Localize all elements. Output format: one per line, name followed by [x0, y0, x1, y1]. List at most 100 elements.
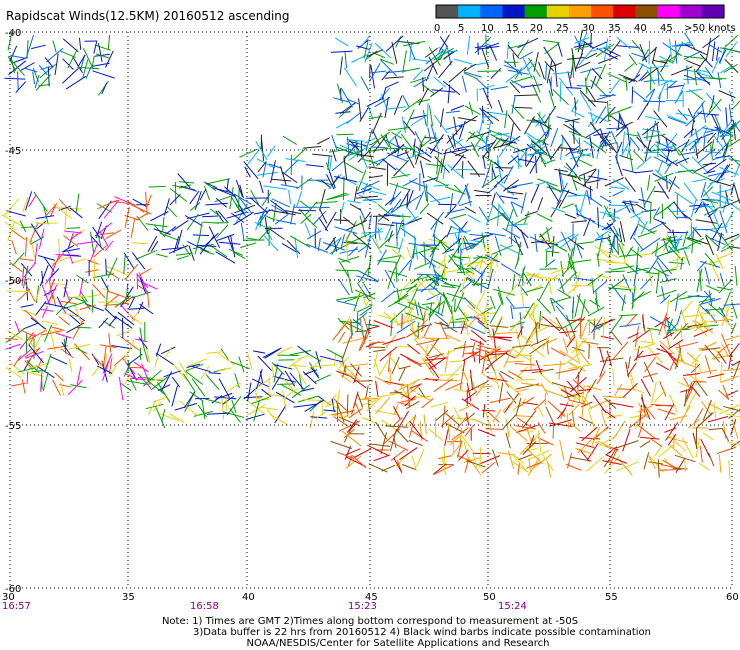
wind-barb [131, 242, 148, 245]
wind-barb [475, 382, 487, 397]
wind-barb [373, 350, 379, 369]
wind-barb [568, 332, 576, 344]
wind-barb [159, 413, 179, 422]
time-label-3: 15:24 [498, 601, 527, 612]
wind-barb [416, 449, 425, 467]
wind-barb [668, 240, 680, 254]
wind-barb [436, 152, 439, 175]
wind-barb [243, 161, 259, 180]
wind-barb [575, 366, 584, 380]
wind-barb [398, 237, 404, 254]
wind-barb [411, 278, 428, 293]
wind-barb [608, 234, 614, 254]
wind-barb [662, 238, 669, 253]
wind-barb [653, 206, 661, 219]
wind-barb [397, 401, 411, 407]
wind-barb [446, 123, 465, 130]
wind-barb [462, 358, 466, 372]
wind-barb [665, 138, 670, 152]
wind-barb [511, 96, 516, 114]
wind-barb [668, 176, 677, 193]
wind-barb [176, 255, 189, 260]
wind-barb [455, 415, 469, 431]
wind-barb [546, 186, 564, 193]
wind-barb [704, 308, 724, 311]
wind-barb [17, 71, 19, 91]
wind-barb [282, 135, 298, 145]
wind-barb [72, 320, 84, 340]
wind-barb [642, 314, 645, 329]
wind-barb [612, 225, 620, 237]
wind-barb [28, 329, 48, 341]
wind-barb [384, 244, 401, 249]
wind-barb [684, 315, 700, 318]
wind-barb [427, 127, 432, 141]
wind-barb [699, 260, 721, 268]
wind-barb [370, 65, 375, 89]
wind-barb [559, 330, 577, 334]
wind-barb [518, 141, 534, 162]
wind-barb [526, 429, 534, 448]
wind-barb [354, 186, 358, 201]
wind-barb [453, 345, 474, 350]
wind-barb [356, 278, 367, 300]
wind-barb [588, 378, 597, 393]
wind-barb [708, 452, 715, 467]
wind-barb [596, 318, 616, 327]
wind-barb [662, 42, 683, 57]
wind-barb [28, 194, 37, 207]
wind-barb [423, 414, 427, 435]
wind-barb [692, 178, 707, 183]
wind-barb [694, 320, 714, 334]
wind-barb [512, 53, 516, 68]
wind-barb [649, 201, 652, 224]
wind-barb [705, 235, 715, 256]
wind-barb [451, 213, 467, 219]
wind-barb [342, 337, 366, 344]
color-bar-swatch [502, 5, 526, 18]
wind-barb [570, 256, 577, 278]
wind-barb [461, 75, 467, 93]
wind-barb [492, 449, 499, 467]
wind-barb [464, 206, 477, 214]
wind-barb [427, 175, 449, 187]
wind-barb [691, 353, 701, 365]
wind-barb [670, 238, 683, 241]
wind-barb [108, 365, 117, 377]
wind-barb [503, 380, 522, 396]
wind-barb [512, 306, 530, 309]
wind-barb [696, 268, 703, 293]
wind-barb [720, 65, 732, 74]
wind-barb [107, 35, 111, 50]
wind-barb [65, 306, 86, 322]
wind-barb [640, 378, 651, 397]
wind-barb [579, 299, 586, 323]
wind-barb [568, 362, 586, 372]
wind-barb [389, 306, 408, 323]
wind-barb [441, 456, 447, 476]
wind-barb [70, 384, 87, 389]
wind-barb [683, 74, 696, 80]
wind-barb [130, 218, 136, 239]
wind-barb [579, 437, 600, 440]
wind-barb [350, 363, 363, 377]
wind-barb [464, 390, 478, 402]
wind-barb [550, 347, 566, 357]
wind-barb [609, 402, 634, 408]
wind-barb [466, 35, 471, 55]
wind-barb [704, 344, 721, 363]
wind-barb [701, 102, 707, 123]
wind-barb [233, 193, 252, 205]
wind-barb [678, 149, 688, 164]
wind-barb [481, 174, 500, 189]
wind-barb [17, 367, 36, 373]
wind-barb [677, 309, 683, 323]
wind-barb [481, 461, 496, 474]
wind-barb [579, 89, 596, 107]
wind-barb [29, 236, 45, 245]
wind-barb [108, 357, 113, 375]
wind-barb [649, 328, 654, 344]
wind-barb [421, 398, 434, 409]
wind-barb [647, 453, 656, 470]
wind-barb [354, 401, 362, 416]
